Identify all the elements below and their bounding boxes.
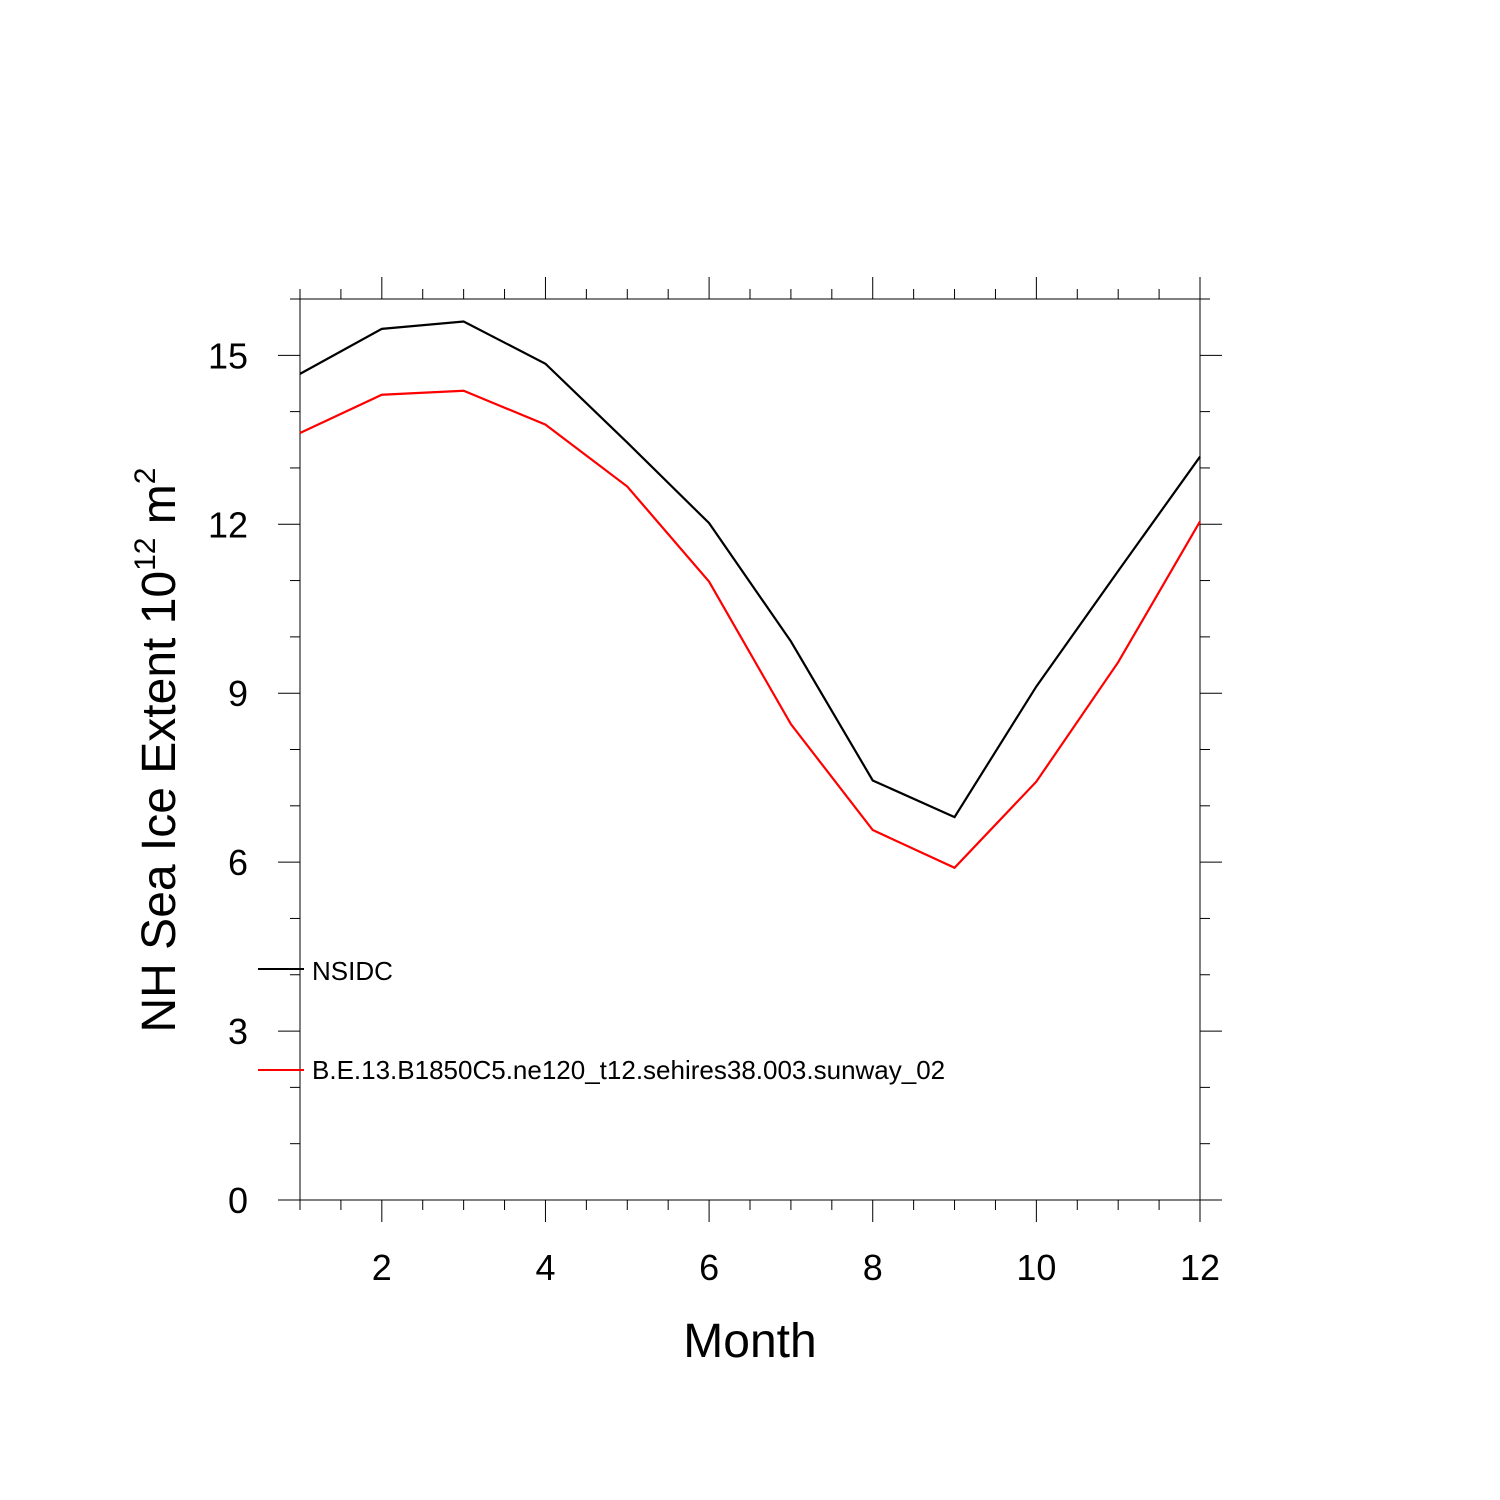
y-axis-title-unit-exponent: 2 (129, 468, 162, 485)
y-tick-label: 6 (228, 842, 248, 883)
y-axis-title-exponent: 12 (129, 538, 162, 571)
series-line-model (299, 389, 1201, 870)
y-axis-title-unit: m (133, 484, 186, 537)
series-line-nsidc (299, 320, 1201, 819)
x-tick-label: 2 (372, 1247, 392, 1288)
legend-label-nsidc: NSIDC (312, 956, 393, 986)
x-axis-title: Month (683, 1315, 816, 1368)
y-tick-label: 0 (228, 1180, 248, 1221)
axis-ticks (278, 277, 1222, 1222)
x-tick-label: 4 (535, 1247, 555, 1288)
legend-label-model: B.E.13.B1850C5.ne120_t12.sehires38.003.s… (312, 1055, 945, 1085)
x-tick-label: 8 (863, 1247, 883, 1288)
y-tick-label: 9 (228, 673, 248, 714)
tick-labels: 2 4 6 8 10 12 0 3 6 9 12 15 (208, 335, 1220, 1288)
x-tick-label: 12 (1180, 1247, 1220, 1288)
y-axis-title: NH Sea Ice Extent 1012 m2 (129, 468, 186, 1033)
legend: NSIDC B.E.13.B1850C5.ne120_t12.sehires38… (258, 956, 945, 1085)
y-axis-title-text: NH Sea Ice Extent 10 (133, 571, 186, 1033)
x-tick-label: 10 (1016, 1247, 1056, 1288)
y-tick-label: 12 (208, 504, 248, 545)
x-tick-label: 6 (699, 1247, 719, 1288)
y-tick-label: 15 (208, 335, 248, 376)
y-tick-label: 3 (228, 1011, 248, 1052)
series-lines (299, 320, 1201, 870)
